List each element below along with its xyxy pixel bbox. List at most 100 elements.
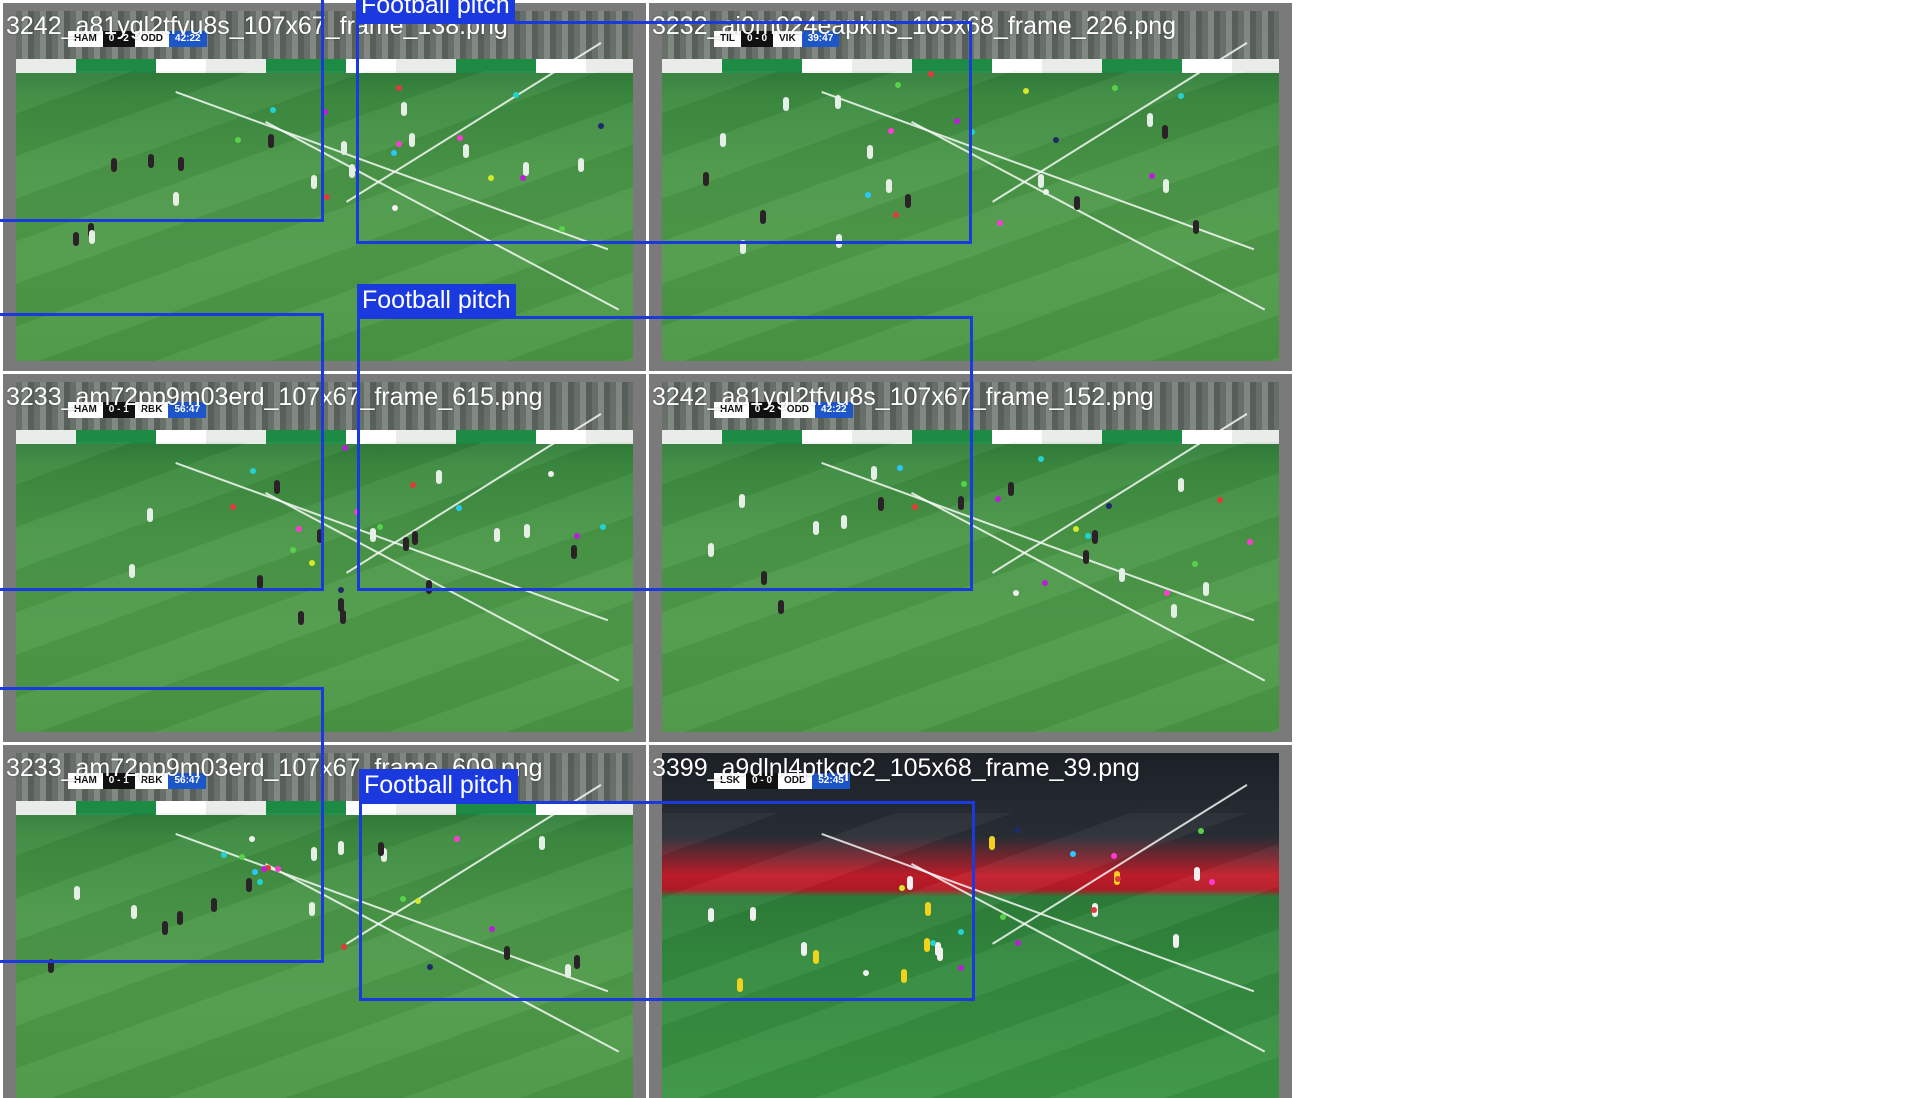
pitch-keypoint — [863, 969, 870, 976]
player-figure — [340, 610, 347, 625]
detection-label: Football pitch — [357, 284, 516, 316]
scorebug-clock: 56:47 — [168, 773, 207, 789]
player-figure — [273, 480, 280, 495]
scorebug-home: TIL — [714, 31, 741, 47]
player-figure — [841, 514, 848, 529]
player-figure — [267, 133, 274, 148]
pitch-keypoint — [1042, 189, 1049, 196]
pitch-keypoint — [400, 895, 407, 902]
player-figure — [73, 231, 80, 246]
pitch-keypoint — [296, 526, 303, 533]
advertising-board — [16, 59, 633, 73]
scorebug-clock: 42:22 — [169, 31, 207, 47]
player-figure — [1163, 179, 1170, 194]
player-figure — [564, 964, 571, 979]
player-figure — [162, 920, 169, 935]
pitch-keypoint — [1106, 503, 1113, 510]
pitch-keypoint — [264, 865, 271, 872]
scorebug-score: 0 - 0 — [741, 31, 774, 47]
player-figure — [906, 875, 913, 890]
player-figure — [246, 877, 253, 892]
pitch-keypoint — [895, 81, 902, 88]
match-frame-image: LSK 0 - 0 ODD 52:45 — [662, 753, 1279, 1098]
pitch-keypoint — [1115, 876, 1122, 883]
pitch-keypoint — [1072, 526, 1079, 533]
pitch-keypoint — [1192, 560, 1199, 567]
player-figure — [310, 175, 317, 190]
scorebug: HAM 0 - 1 RBK 56:47 — [68, 402, 207, 418]
player-figure — [988, 835, 995, 850]
image-tile: HAM 0 - 2 ODD 42:22 3242_a81ygl2tfvu8s_107x6… — [3, 3, 646, 371]
pitch-keypoint — [598, 122, 605, 129]
player-figure — [403, 536, 410, 551]
player-figure — [1147, 112, 1154, 127]
player-figure — [493, 528, 500, 543]
scorebug-home: HAM — [68, 773, 103, 789]
player-figure — [148, 153, 155, 168]
image-tile: LSK 0 - 0 ODD 52:45 3399_a9dlnl4ptkqc2_105x6… — [649, 745, 1292, 1098]
pitch-keypoint — [559, 225, 566, 232]
pitch-keypoint — [235, 136, 242, 143]
player-figure — [348, 164, 355, 179]
pitch-keypoint — [309, 560, 316, 567]
player-figure — [311, 846, 318, 861]
pitch-keypoint — [457, 135, 464, 142]
pitch-keypoint — [488, 926, 495, 933]
player-figure — [172, 191, 179, 206]
advertising-board — [16, 801, 633, 815]
pitch-keypoint — [892, 211, 899, 218]
player-figure — [463, 143, 470, 158]
player-figure — [309, 901, 316, 916]
pitch-keypoint — [1163, 589, 1170, 596]
tile-filename: 3399_a9dlnl4ptkqc2_105x68_frame_39.png — [652, 754, 1140, 782]
player-figure — [738, 493, 745, 508]
pitch-keypoint — [1111, 84, 1118, 91]
pitch-keypoint — [958, 928, 964, 935]
player-figure — [870, 466, 877, 481]
scorebug-home: HAM — [68, 31, 103, 47]
player-figure — [834, 94, 841, 109]
pitch-keypoint — [261, 865, 268, 872]
player-figure — [298, 610, 305, 625]
player-figure — [1082, 550, 1089, 565]
pitch-keypoint — [1178, 92, 1185, 99]
pitch-keypoint — [1000, 913, 1007, 920]
player-figure — [412, 530, 419, 545]
player-figure — [886, 178, 893, 193]
detection-box — [0, 0, 324, 222]
match-frame-image: HAM 0 - 1 RBK 56:47 — [16, 753, 633, 1098]
player-figure — [47, 959, 54, 974]
player-figure — [337, 597, 344, 612]
scorebug-clock: 42:22 — [815, 402, 853, 418]
pitch-keypoint — [896, 464, 903, 471]
player-figure — [89, 229, 95, 244]
pitch-stripes — [16, 442, 633, 732]
scorebug-away: RBK — [134, 773, 169, 789]
player-figure — [1161, 125, 1168, 140]
pitch-keypoint — [256, 879, 263, 885]
player-figure — [317, 528, 324, 543]
player-figure — [435, 469, 442, 484]
pitch-keypoint — [250, 468, 257, 475]
player-figure — [1037, 174, 1044, 189]
player-figure — [783, 96, 790, 111]
pitch-keypoint — [1038, 455, 1045, 462]
pitch-keypoint — [238, 854, 245, 861]
pitch-keypoint — [289, 547, 296, 554]
player-figure — [1008, 481, 1015, 496]
scorebug: HAM 0 - 2 ODD 42:22 — [714, 402, 853, 418]
scorebug-score: 0 - 1 — [102, 402, 135, 418]
pitch-stripes — [662, 813, 1279, 1098]
player-figure — [401, 102, 408, 117]
match-frame-image: HAM 0 - 1 RBK 56:47 — [16, 382, 633, 732]
scorebug-away: RBK — [134, 402, 169, 418]
pitch-keypoint — [1041, 580, 1048, 587]
pitch-keypoint — [1091, 907, 1098, 914]
player-figure — [408, 133, 415, 148]
pitch-keypoint — [391, 150, 398, 157]
player-figure — [337, 840, 344, 855]
scorebug-away: VIK — [773, 31, 802, 47]
pitch-keypoint — [969, 128, 976, 135]
scorebug: HAM 0 - 1 RBK 56:47 — [68, 773, 207, 789]
player-figure — [760, 571, 767, 586]
